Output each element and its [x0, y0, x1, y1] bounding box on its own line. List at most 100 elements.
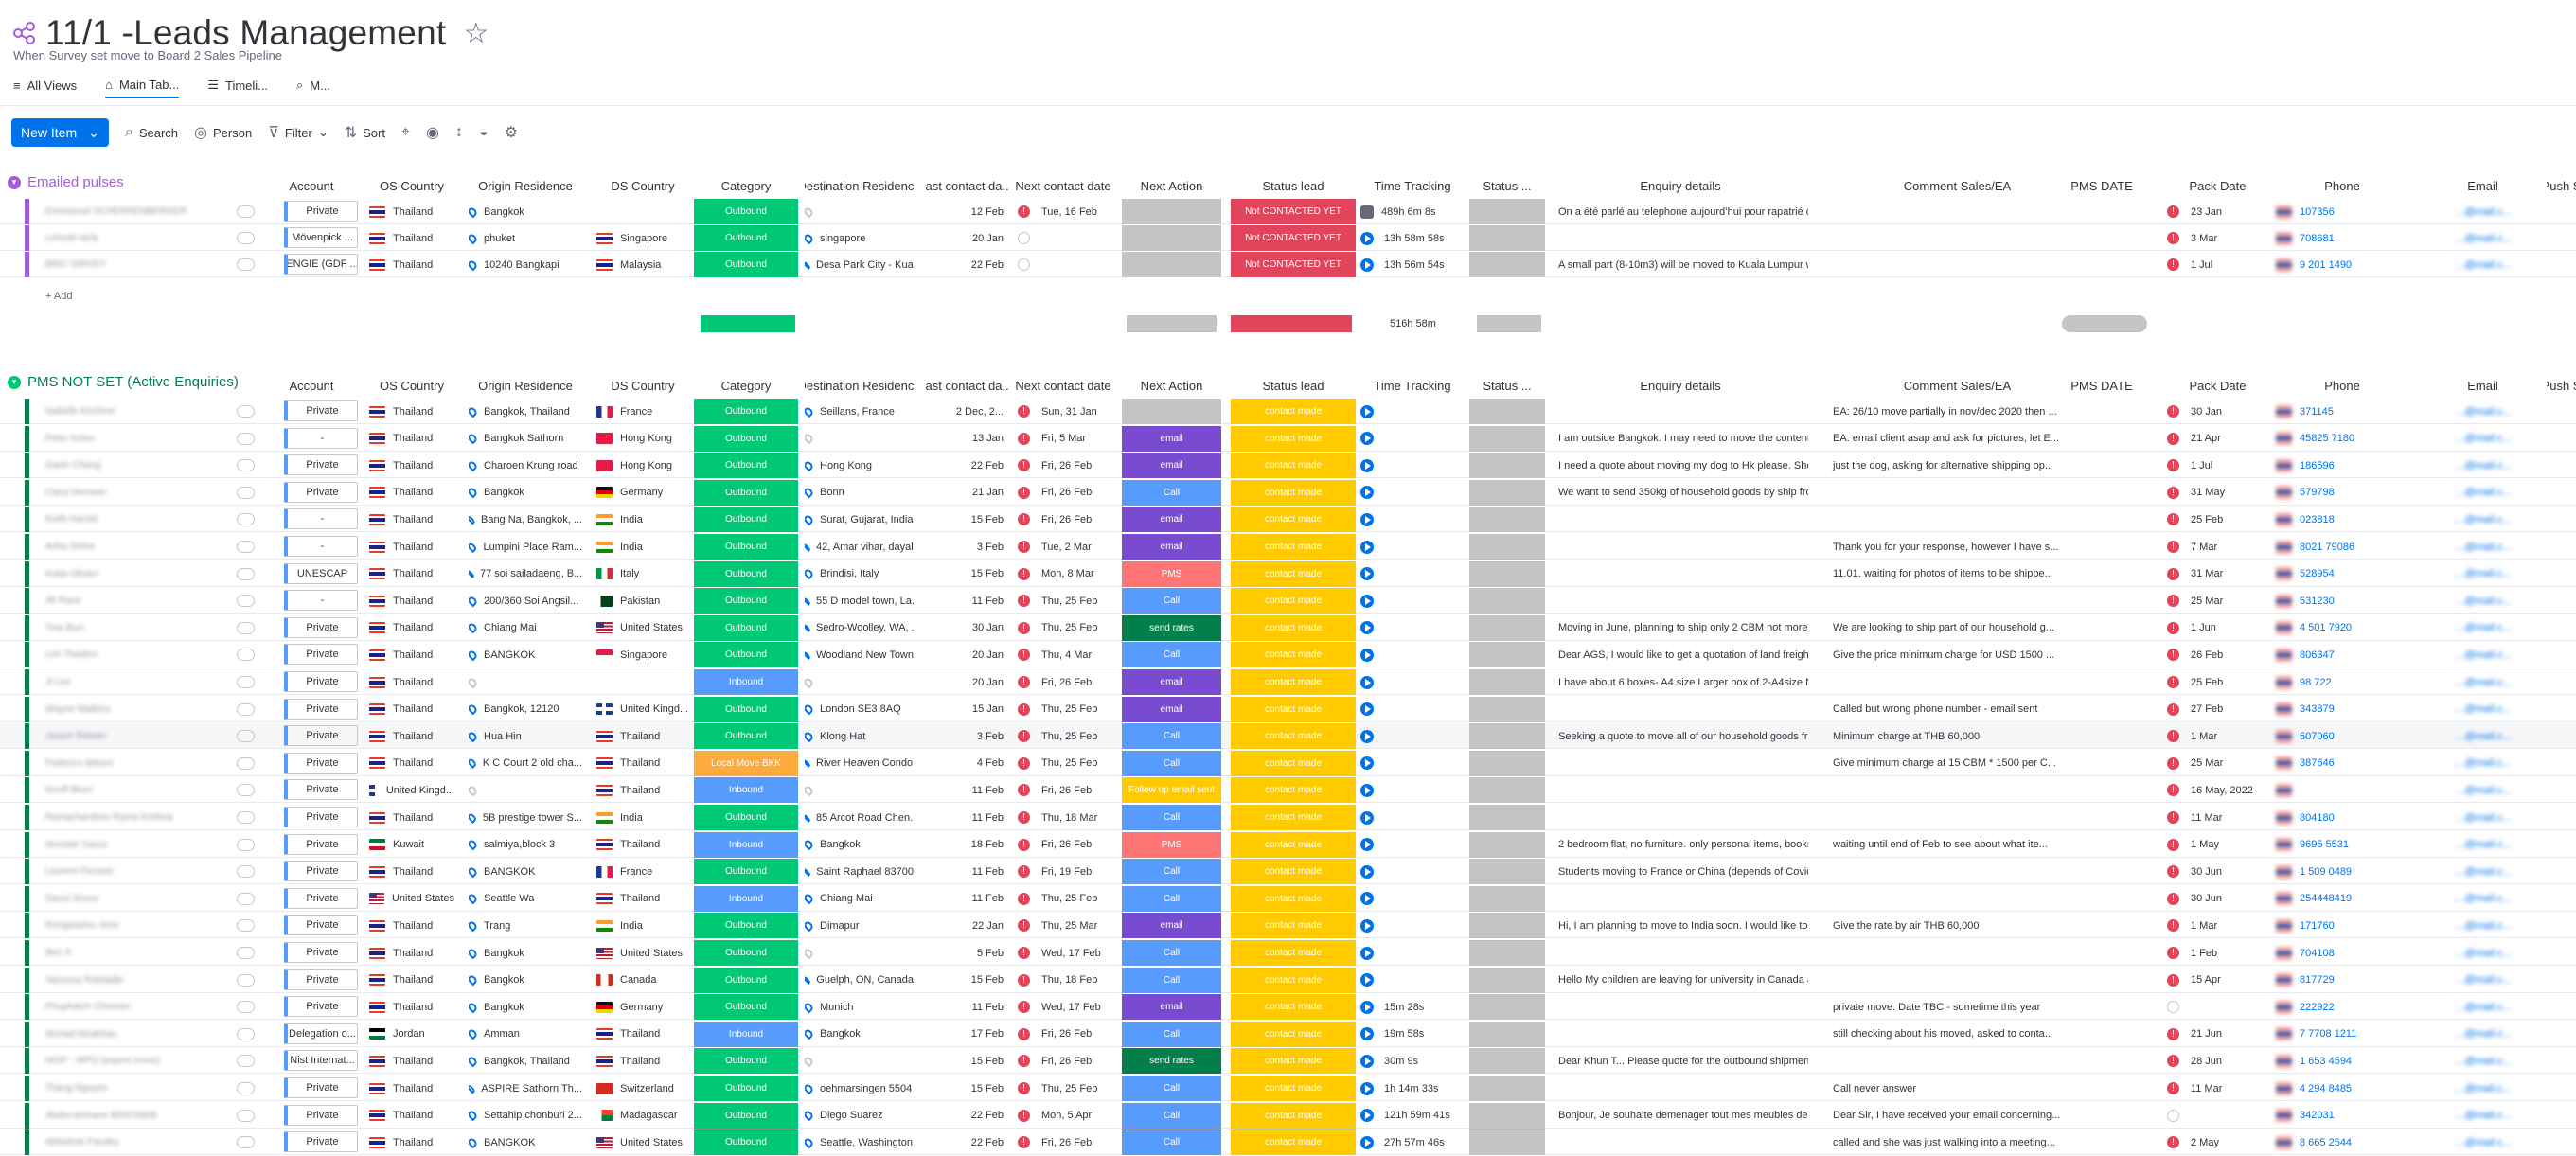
email-cell[interactable]: …@mail.c... [2454, 919, 2512, 932]
email-cell[interactable]: …@mail.c... [2454, 1001, 2512, 1013]
status-cell[interactable] [1469, 507, 1545, 533]
enquiry-cell[interactable]: Hello My children are leaving for univer… [1558, 974, 1808, 987]
os-country-cell[interactable]: Thailand [369, 751, 454, 776]
status-cell[interactable] [1469, 696, 1545, 722]
ds-country-cell[interactable]: Singapore [596, 225, 689, 251]
pack-date-cell[interactable]: ! 25 Feb [2163, 669, 2272, 695]
comment-cell[interactable]: Give minimum charge at 15 CBM * 1500 per… [1833, 757, 2056, 770]
item-name[interactable]: Clara Vermeer [45, 487, 107, 498]
status-cell[interactable] [1469, 642, 1545, 668]
os-country-cell[interactable]: Thailand [369, 642, 454, 667]
last-contact-cell[interactable]: 20 Jan [971, 676, 1004, 688]
item-name[interactable]: Geoff Blum [45, 785, 93, 796]
time-tracking-cell[interactable] [1360, 534, 1465, 560]
os-country-cell[interactable]: Thailand [369, 1076, 454, 1101]
column-header[interactable]: Enquiry details [1640, 378, 1721, 393]
item-name[interactable]: Ben S [45, 948, 72, 958]
table-row[interactable]: Clara Vermeer Private Thailand Bangkok Germa… [0, 479, 2576, 506]
ds-country-cell[interactable]: Thailand [596, 1048, 689, 1074]
origin-residence-cell[interactable] [469, 777, 582, 803]
table-row[interactable]: David Simon Private United States Seattle W… [0, 885, 2576, 912]
origin-residence-cell[interactable]: Seattle Wa [469, 886, 582, 912]
last-contact-cell[interactable]: 11 Feb [971, 595, 1004, 607]
phone-cell[interactable]: 817729 [2270, 968, 2414, 993]
item-name[interactable]: Federico deboni [45, 757, 114, 769]
origin-residence-cell[interactable]: ASPIRE Sathorn Th... [469, 1076, 582, 1101]
pms-date-cell[interactable] [2050, 1076, 2154, 1101]
status-lead-pill[interactable]: contact made [1231, 967, 1356, 993]
os-country-cell[interactable]: Thailand [369, 805, 454, 830]
item-name[interactable]: Abderrahmane BENTAIEB [45, 1110, 157, 1121]
chat-bubble-icon[interactable] [237, 1136, 255, 1149]
pack-date-cell[interactable]: ! 1 Mar [2163, 723, 2272, 749]
next-contact-cell[interactable]: ! Fri, 26 Feb [1015, 1022, 1111, 1047]
email-cell[interactable]: …@mail.c... [2454, 947, 2512, 959]
pack-date-cell[interactable]: ! 25 Mar [2163, 588, 2272, 614]
status-cell[interactable] [1469, 885, 1545, 912]
play-icon[interactable] [1360, 1109, 1374, 1123]
status-cell[interactable] [1469, 1129, 1545, 1156]
phone-cell[interactable]: 98 722 [2270, 669, 2414, 695]
origin-residence-cell[interactable] [469, 669, 582, 695]
pms-date-cell[interactable] [2050, 453, 2154, 478]
comment-cell[interactable] [1827, 588, 2087, 614]
sort-button[interactable]: ⇅ Sort [345, 123, 385, 142]
ds-country-cell[interactable]: Thailand [596, 723, 689, 749]
ds-country-cell[interactable]: Canada [596, 968, 689, 993]
next-action-pill[interactable]: Call [1122, 967, 1221, 993]
next-action-pill[interactable]: Call [1122, 723, 1221, 750]
status-cell[interactable] [1469, 805, 1545, 830]
destination-cell[interactable]: River Heaven Condo ... [805, 751, 914, 776]
category-pill[interactable]: Outbound [694, 453, 798, 479]
enquiry-cell[interactable] [1553, 1129, 1808, 1155]
category-pill[interactable]: Outbound [694, 588, 798, 614]
next-action-pill[interactable]: Call [1122, 642, 1221, 668]
item-name[interactable]: Katia Olivieri [45, 568, 99, 579]
chat-bubble-icon[interactable] [237, 258, 255, 271]
next-action-pill[interactable]: Call [1122, 1076, 1221, 1101]
last-contact-cell[interactable]: 5 Feb [976, 947, 1004, 959]
next-contact-cell[interactable]: ! Sun, 31 Jan [1015, 399, 1111, 424]
os-country-cell[interactable]: Thailand [369, 1129, 454, 1155]
column-header[interactable]: Next Action [1140, 178, 1203, 193]
comment-cell[interactable] [1827, 940, 2087, 966]
origin-residence-cell[interactable]: 5B prestige tower S... [469, 805, 582, 830]
chat-bubble-icon[interactable] [237, 973, 255, 987]
enquiry-cell[interactable]: Seeking a quote to move all of our house… [1558, 730, 1808, 742]
origin-residence-cell[interactable]: Bangkok [469, 968, 582, 993]
add-item-button[interactable]: + Add [45, 291, 73, 302]
comment-cell[interactable] [1827, 199, 2087, 224]
board-description[interactable]: When Survey set move to Board 2 Sales Pi… [13, 48, 282, 62]
os-country-cell[interactable]: United States [369, 886, 454, 912]
os-country-cell[interactable]: Kuwait [369, 832, 454, 858]
phone-cell[interactable]: 4 294 8485 [2270, 1076, 2414, 1101]
item-name[interactable]: Phuphatch Chimsen [45, 1002, 132, 1013]
status-lead-pill[interactable]: contact made [1231, 453, 1356, 479]
status-cell[interactable] [1469, 669, 1545, 695]
pack-date-cell[interactable]: ! 11 Mar [2163, 805, 2272, 830]
status-lead-pill[interactable]: contact made [1231, 614, 1356, 641]
email-cell[interactable]: …@mail.c... [2454, 865, 2512, 878]
pms-date-cell[interactable] [2050, 886, 2154, 912]
destination-cell[interactable]: Hong Kong [805, 453, 914, 478]
next-action-pill[interactable]: Call [1122, 940, 1221, 966]
phone-text[interactable]: 107356 [2300, 205, 2335, 218]
category-pill[interactable]: Outbound [694, 560, 798, 587]
status-cell[interactable] [1469, 940, 1545, 966]
comment-cell[interactable]: called and she was just walking into a m… [1833, 1136, 2055, 1148]
comment-cell[interactable]: Minimum charge at THB 60,000 [1833, 730, 1981, 742]
table-row[interactable]: Vanessa Robitaille Private Thailand Bangkok… [0, 967, 2576, 993]
account-cell[interactable]: - [284, 590, 358, 612]
table-row[interactable]: Ji Lee Private Thailand Inbound 20 Jan! Fri, … [0, 669, 2576, 695]
column-header[interactable]: Phone [2324, 378, 2360, 393]
play-icon[interactable] [1360, 756, 1374, 771]
table-row[interactable]: Abhishek Pandey Private Thailand BANGKOK Uni… [0, 1129, 2576, 1156]
last-contact-cell[interactable]: 11 Feb [971, 784, 1004, 796]
comment-cell[interactable] [1827, 507, 2087, 532]
status-lead-pill[interactable]: contact made [1231, 859, 1356, 885]
destination-cell[interactable] [805, 426, 914, 452]
last-contact-cell[interactable]: 22 Feb [970, 1136, 1004, 1148]
ds-country-cell[interactable]: Thailand [596, 886, 689, 912]
next-contact-cell[interactable]: ! Mon, 5 Apr [1015, 1103, 1111, 1129]
pack-date-cell[interactable] [2163, 994, 2272, 1020]
